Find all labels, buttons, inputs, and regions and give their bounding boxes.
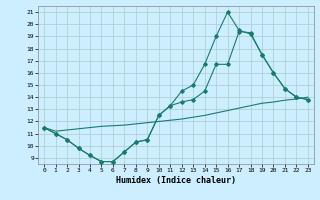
X-axis label: Humidex (Indice chaleur): Humidex (Indice chaleur) <box>116 176 236 185</box>
